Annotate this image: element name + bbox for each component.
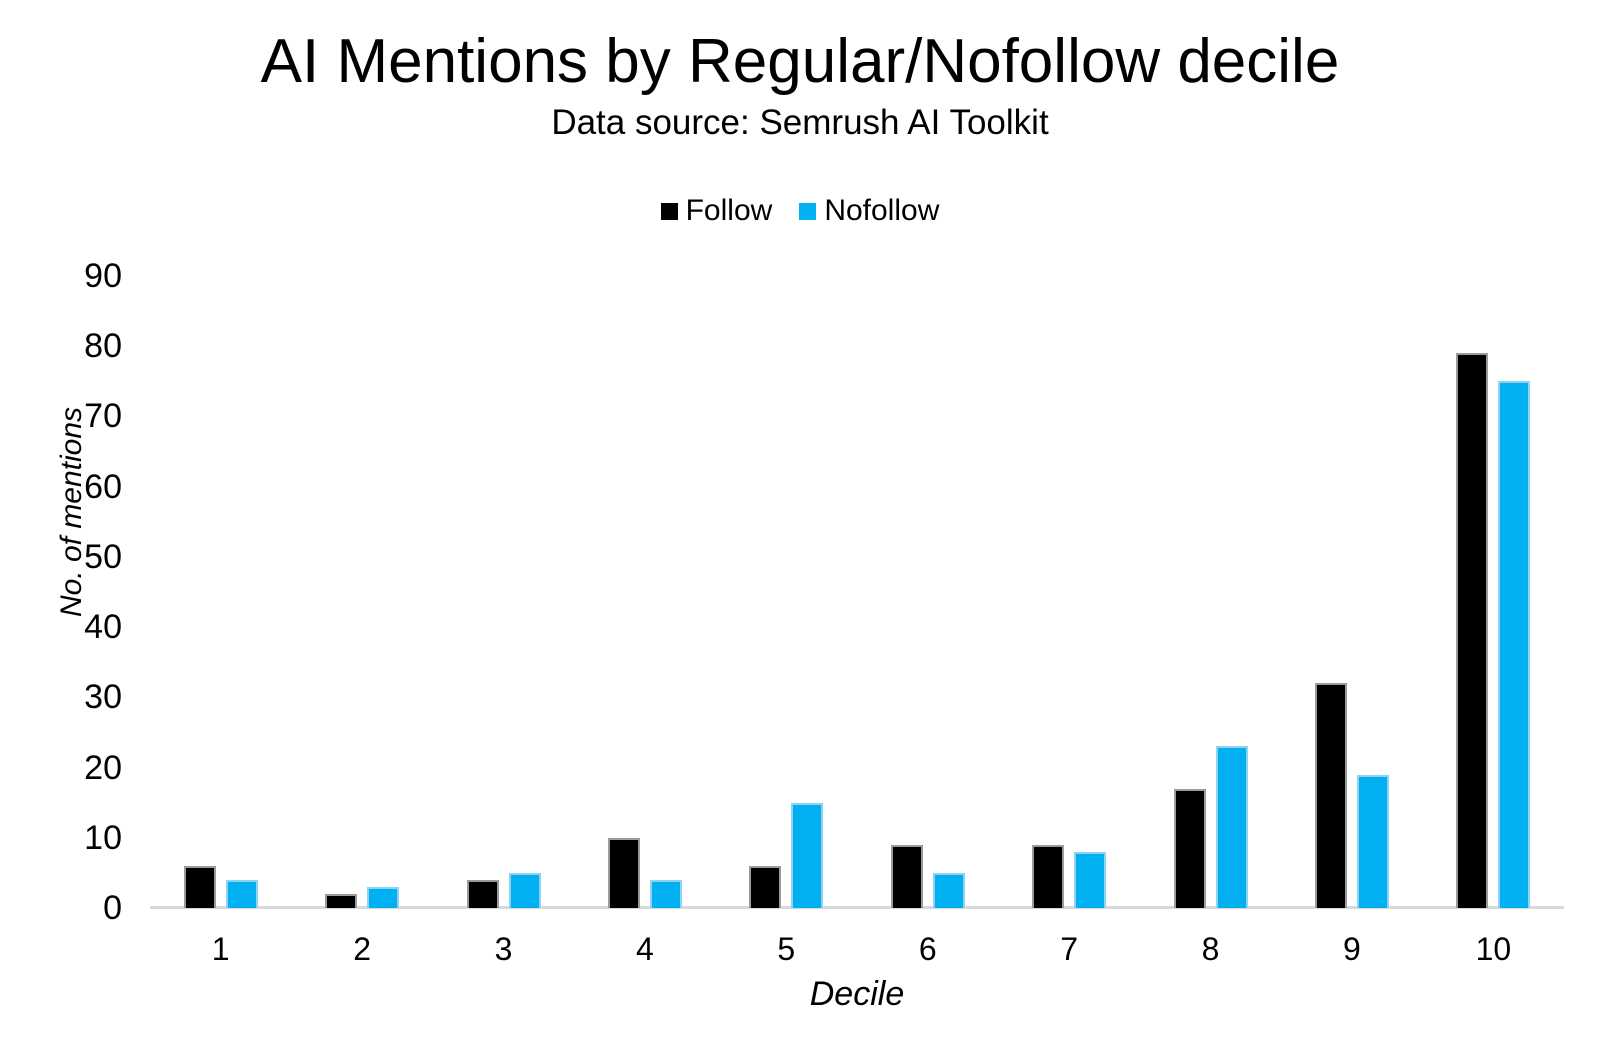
bar-group-10 <box>1423 276 1564 908</box>
legend-label: Nofollow <box>824 194 940 227</box>
bar-group-8 <box>1140 276 1281 908</box>
y-tick-label: 20 <box>84 748 122 787</box>
legend-item-follow: Follow <box>660 194 773 228</box>
x-tick-label: 7 <box>1060 931 1079 967</box>
bar-follow-decile-9 <box>1314 683 1347 908</box>
x-tick-label: 6 <box>918 931 937 967</box>
bar-group-9 <box>1281 276 1422 908</box>
bar-nofollow-decile-9 <box>1356 775 1389 908</box>
bar-nofollow-decile-7 <box>1074 852 1107 908</box>
plot-area <box>150 276 1564 908</box>
chart-subtitle: Data source: Semrush AI Toolkit <box>551 103 1049 142</box>
x-axis-title: Decile <box>809 975 905 1013</box>
bar-group-1 <box>150 276 291 908</box>
bar-nofollow-decile-10 <box>1498 381 1531 908</box>
bar-nofollow-decile-6 <box>932 873 965 908</box>
legend-swatch-follow-icon <box>660 202 678 220</box>
bar-group-3 <box>433 276 574 908</box>
x-tick-label: 9 <box>1343 931 1361 967</box>
y-tick-label: 10 <box>84 818 122 857</box>
bar-nofollow-decile-3 <box>508 873 541 908</box>
bar-follow-decile-3 <box>466 880 499 908</box>
legend-item-nofollow: Nofollow <box>799 194 939 228</box>
x-tick-label: 8 <box>1201 931 1220 967</box>
x-axis-labels: 1 2 3 4 5 6 7 8 9 10 <box>150 931 1564 968</box>
x-axis-line <box>150 906 1564 909</box>
x-tick-label: 1 <box>211 931 230 967</box>
bar-group-4 <box>574 276 715 908</box>
bar-group-2 <box>291 276 432 908</box>
bar-nofollow-decile-4 <box>649 880 682 908</box>
y-tick-label: 90 <box>84 257 122 295</box>
y-tick-label: 30 <box>84 678 122 717</box>
bar-follow-decile-8 <box>1173 789 1206 908</box>
bar-follow-decile-5 <box>749 866 782 908</box>
x-tick-label: 2 <box>353 931 371 967</box>
bar-nofollow-decile-5 <box>791 803 824 908</box>
chart-title: AI Mentions by Regular/Nofollow decile <box>260 27 1340 96</box>
legend-label: Follow <box>685 194 773 227</box>
bar-follow-decile-10 <box>1456 353 1489 908</box>
bar-follow-decile-1 <box>183 866 216 908</box>
y-tick-label: 0 <box>103 889 122 927</box>
x-tick-label: 5 <box>777 931 796 967</box>
legend-swatch-nofollow-icon <box>799 202 817 220</box>
x-tick-label: 10 <box>1475 931 1512 967</box>
bar-follow-decile-6 <box>890 845 923 908</box>
bar-group-5 <box>716 276 857 908</box>
bar-follow-decile-4 <box>607 838 640 908</box>
y-axis-title: No. of mentions <box>55 406 88 618</box>
bar-nofollow-decile-2 <box>367 887 400 908</box>
bar-follow-decile-2 <box>325 894 358 908</box>
bar-nofollow-decile-1 <box>225 880 258 908</box>
legend: Follow Nofollow <box>0 194 1600 228</box>
y-tick-label: 80 <box>84 327 122 366</box>
bar-nofollow-decile-8 <box>1215 746 1248 908</box>
x-tick-label: 3 <box>494 931 513 967</box>
bar-group-6 <box>857 276 998 908</box>
bar-follow-decile-7 <box>1032 845 1065 908</box>
x-tick-label: 4 <box>636 931 654 967</box>
bar-group-7 <box>998 276 1139 908</box>
